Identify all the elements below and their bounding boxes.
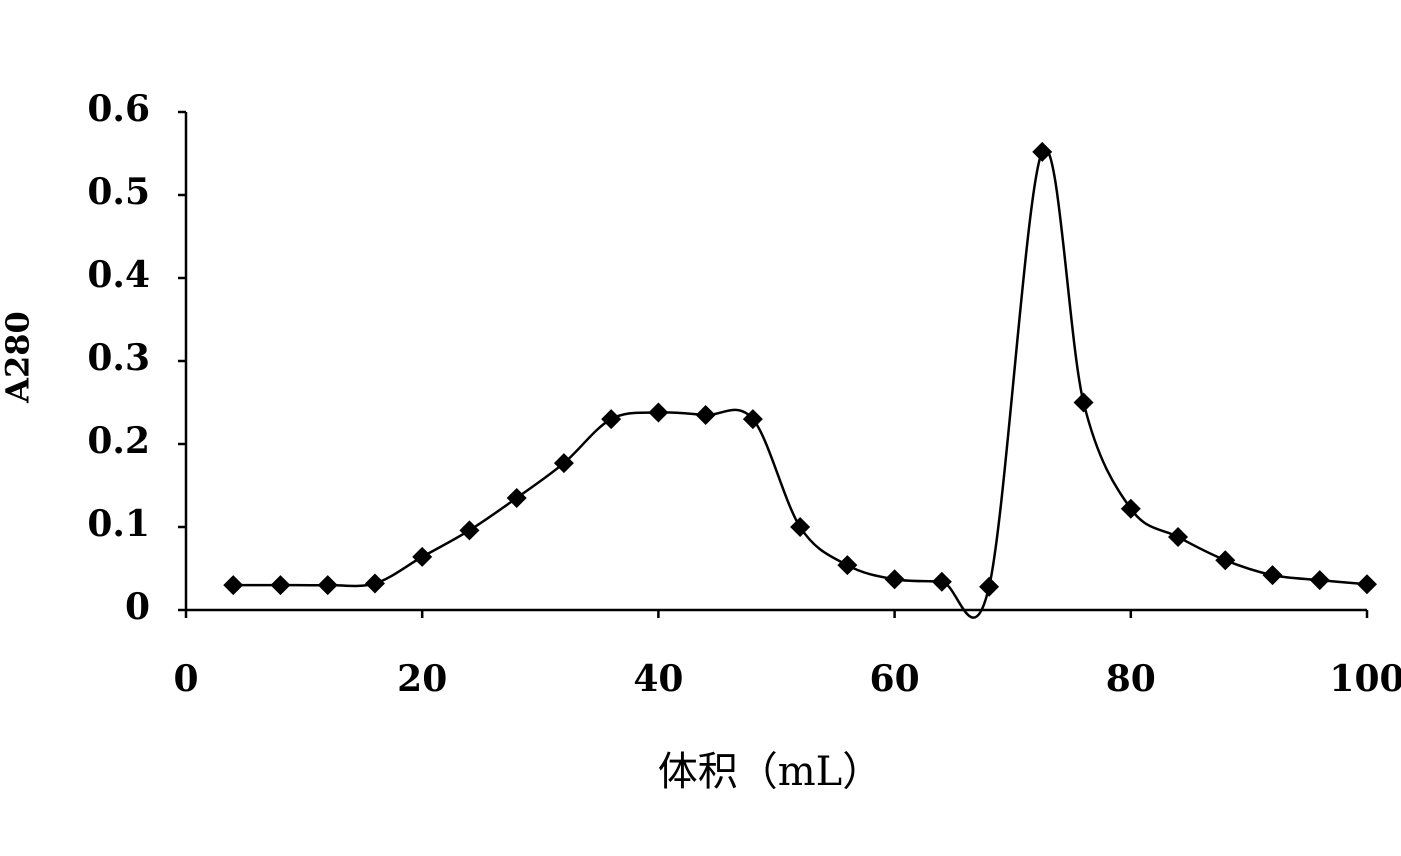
- marker: [884, 569, 905, 590]
- marker: [1120, 498, 1141, 519]
- x-tick-label: 60: [870, 658, 920, 700]
- marker: [931, 571, 952, 592]
- marker: [1215, 550, 1236, 571]
- x-tick-label: 0: [173, 658, 198, 700]
- marker: [1073, 392, 1094, 413]
- marker: [1168, 526, 1189, 547]
- x-tick-label: 80: [1106, 658, 1156, 700]
- x-tick-label: 20: [397, 658, 447, 700]
- marker: [601, 409, 622, 430]
- x-tick-label: 100: [1329, 658, 1401, 700]
- marker: [1309, 570, 1330, 591]
- series-line: [233, 147, 1368, 619]
- y-tick-label: 0.3: [87, 337, 150, 379]
- marker: [412, 546, 433, 567]
- marker: [1357, 574, 1377, 595]
- y-tick-label: 0: [125, 586, 150, 628]
- y-tick-label: 0.5: [87, 171, 150, 213]
- marker: [1032, 141, 1053, 162]
- marker: [648, 402, 669, 423]
- x-tick-label: 40: [633, 658, 683, 700]
- marker: [506, 487, 527, 508]
- marker: [742, 409, 763, 430]
- marker: [364, 573, 385, 594]
- marker: [790, 517, 811, 537]
- y-tick-label: 0.6: [87, 88, 150, 130]
- y-tick-label: 0.2: [87, 420, 150, 462]
- marker: [695, 404, 716, 425]
- y-tick-label: 0.4: [87, 254, 150, 296]
- marker: [1262, 565, 1283, 586]
- x-axis-label: 体积（mL）: [658, 749, 883, 795]
- marker: [223, 575, 244, 596]
- marker: [979, 576, 1000, 597]
- y-axis-label: A280: [0, 311, 37, 404]
- marker: [270, 575, 291, 596]
- marker: [459, 520, 480, 541]
- marker: [837, 555, 858, 576]
- marker: [317, 575, 338, 596]
- marker: [553, 453, 574, 474]
- y-tick-label: 0.1: [87, 503, 150, 545]
